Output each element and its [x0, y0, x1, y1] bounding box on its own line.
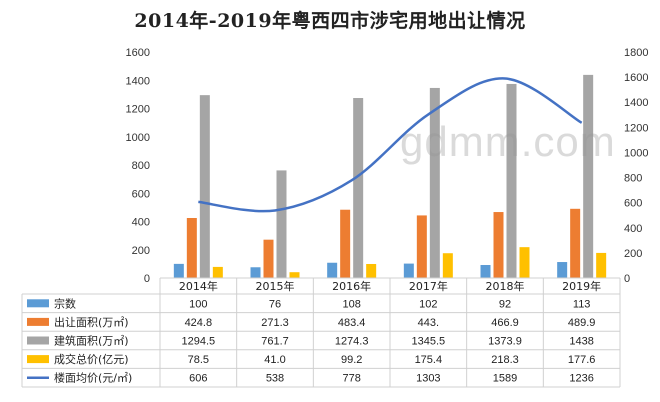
y-left-tick-label: 600 — [132, 188, 150, 200]
bar-2 — [429, 87, 440, 279]
y-right-tick-label: 400 — [624, 223, 642, 235]
legend-label: 成交总价(亿元) — [54, 352, 129, 366]
data-label: 489.9 — [568, 317, 596, 329]
y-left-tick-label: 200 — [132, 245, 150, 257]
data-label: 778 — [342, 373, 360, 385]
data-label: 443. — [418, 317, 439, 329]
y-left-tick-label: 1000 — [126, 132, 150, 144]
bar-3 — [519, 247, 530, 278]
data-label: 92 — [499, 298, 511, 310]
y-left-tick-label: 1600 — [126, 47, 150, 59]
legend-swatch — [27, 336, 49, 345]
x-tick-label: 2015年 — [256, 279, 295, 293]
bar-3 — [289, 272, 300, 278]
bar-0 — [250, 267, 261, 278]
bar-1 — [570, 208, 581, 278]
data-label: 1345.5 — [412, 336, 446, 348]
data-label: 1303 — [416, 373, 440, 385]
bar-1 — [186, 217, 197, 278]
data-label: 99.2 — [341, 354, 362, 366]
y-left-tick-label: 1200 — [126, 104, 150, 116]
bar-3 — [596, 252, 607, 278]
y-right-tick-label: 0 — [624, 273, 630, 285]
data-label: 76 — [269, 298, 281, 310]
legend-swatch — [27, 317, 49, 326]
bar-2 — [353, 98, 364, 278]
series-line-price — [198, 77, 583, 213]
bar-0 — [557, 262, 568, 278]
bar-2 — [583, 74, 594, 278]
data-label: 218.3 — [491, 354, 519, 366]
data-label: 102 — [419, 298, 437, 310]
data-label: 1373.9 — [488, 336, 522, 348]
y-left-tick-label: 1400 — [126, 75, 150, 87]
y-left-tick-label: 400 — [132, 217, 150, 229]
y-left-tick-label: 0 — [144, 273, 150, 285]
bar-0 — [327, 262, 338, 278]
data-label: 424.8 — [185, 317, 213, 329]
data-label: 1294.5 — [182, 336, 216, 348]
bar-0 — [403, 263, 414, 278]
x-tick-label: 2018年 — [486, 279, 525, 293]
bar-3 — [212, 266, 223, 278]
data-label: 761.7 — [261, 336, 289, 348]
data-label: 78.5 — [188, 354, 209, 366]
bar-0 — [480, 265, 491, 278]
bar-2 — [276, 170, 287, 278]
data-label: 175.4 — [415, 354, 443, 366]
chart-title: 2014年-2019年粤西四市涉宅用地出让情况 — [134, 10, 526, 32]
data-label: 100 — [189, 298, 207, 310]
data-label: 41.0 — [264, 354, 285, 366]
y-right-tick-label: 600 — [624, 198, 642, 210]
legend-swatch — [27, 299, 49, 308]
data-label: 606 — [189, 373, 207, 385]
bar-2 — [506, 83, 517, 279]
data-label: 108 — [342, 298, 360, 310]
data-label: 177.6 — [568, 354, 596, 366]
data-label: 271.3 — [261, 317, 289, 329]
x-tick-label: 2019年 — [562, 279, 601, 293]
y-right-tick-label: 1000 — [624, 147, 648, 159]
data-label: 466.9 — [491, 317, 519, 329]
y-right-tick-label: 1800 — [624, 47, 648, 59]
bar-1 — [416, 215, 427, 278]
data-label: 1274.3 — [335, 336, 369, 348]
legend-label: 建筑面积(万㎡) — [54, 334, 129, 348]
data-label: 113 — [573, 298, 591, 310]
y-right-tick-label: 1600 — [624, 72, 648, 84]
y-right-tick-label: 1400 — [624, 97, 648, 109]
legend-swatch — [27, 355, 49, 364]
data-label: 1438 — [569, 336, 593, 348]
legend-label: 宗数 — [54, 296, 76, 310]
data-label: 538 — [266, 373, 284, 385]
y-right-tick-label: 1200 — [624, 122, 648, 134]
bar-1 — [340, 209, 351, 278]
bar-2 — [199, 95, 210, 278]
x-tick-label: 2016年 — [332, 279, 371, 293]
y-right-tick-label: 800 — [624, 173, 642, 185]
x-tick-label: 2017年 — [409, 279, 448, 293]
y-left-tick-label: 800 — [132, 160, 150, 172]
bar-3 — [366, 263, 377, 278]
y-right-tick-label: 200 — [624, 248, 642, 260]
watermark: gdmm.com — [400, 118, 616, 165]
bar-0 — [173, 263, 184, 278]
bar-1 — [493, 212, 504, 278]
bar-1 — [263, 239, 274, 278]
data-label: 1236 — [569, 373, 593, 385]
legend-label: 出让面积(万㎡) — [54, 315, 129, 329]
x-tick-label: 2014年 — [179, 279, 218, 293]
bar-3 — [442, 253, 453, 278]
data-label: 1589 — [493, 373, 517, 385]
legend-label: 楼面均价(元/㎡) — [54, 371, 132, 385]
data-label: 483.4 — [338, 317, 366, 329]
